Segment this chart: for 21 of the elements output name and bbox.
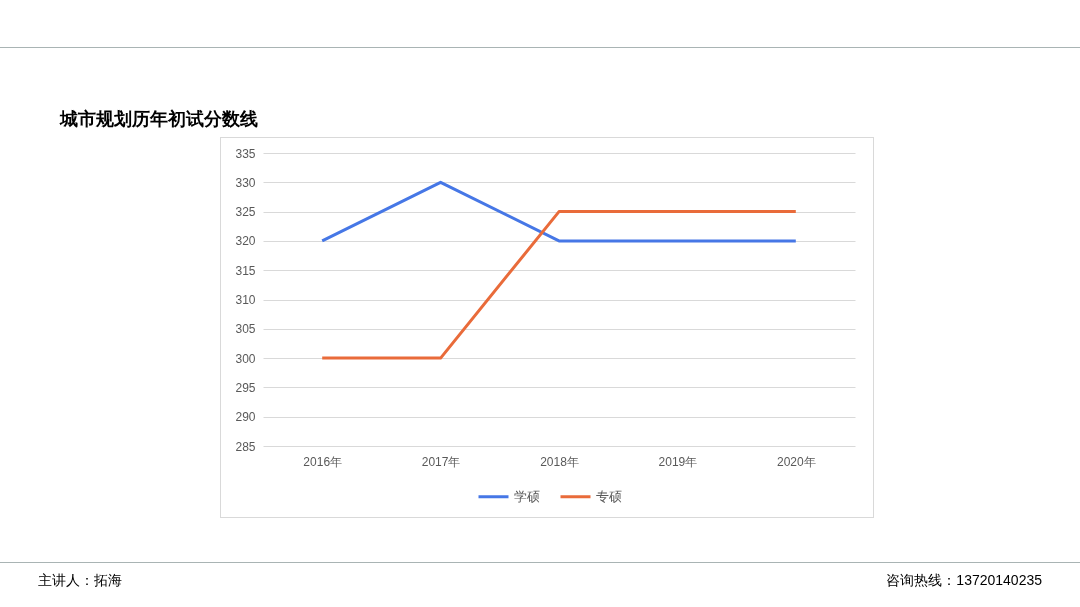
y-tick-label: 320 — [235, 234, 256, 249]
y-tick-label: 290 — [235, 410, 256, 425]
chart-title: 城市规划历年初试分数线 — [60, 108, 258, 131]
text: 主讲人：拓海 — [38, 572, 122, 590]
legend-label: 学硕 — [514, 488, 540, 504]
y-tick-label: 325 — [235, 205, 256, 220]
x-tick-label: 2017年 — [421, 454, 461, 469]
x-tick-label: 2016年 — [303, 454, 343, 469]
text: 咨询热线：13720140235 — [886, 572, 1042, 590]
y-tick-label: 330 — [235, 175, 256, 190]
y-tick-label: 335 — [235, 146, 256, 161]
y-tick-label: 310 — [235, 293, 256, 307]
y-tick-label: 300 — [235, 351, 256, 366]
y-tick-label: 295 — [235, 380, 256, 395]
y-tick-label: 285 — [235, 439, 256, 454]
x-tick-label: 2020年 — [776, 454, 816, 469]
y-tick-label: 315 — [235, 263, 256, 278]
y-tick-label: 305 — [235, 322, 256, 337]
x-tick-label: 2019年 — [658, 454, 698, 469]
x-tick-label: 2018年 — [540, 454, 579, 469]
legend-label: 专硕 — [596, 488, 622, 504]
